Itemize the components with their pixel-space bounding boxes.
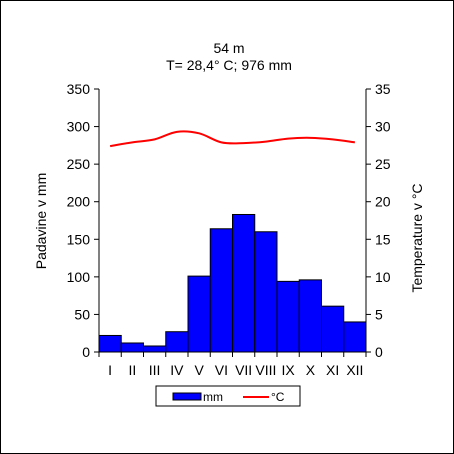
- x-tick-label-XI: XI: [326, 362, 339, 378]
- temperature-line: [109, 130, 356, 148]
- y-tick-right-label: 20: [375, 194, 391, 210]
- x-tick-label-VII: VII: [235, 362, 252, 378]
- legend-label-temp: °C: [271, 390, 285, 404]
- y-tick-right-label: 25: [375, 156, 391, 172]
- y-axis-label-right: Temperature v °C: [409, 183, 425, 292]
- x-tick-label-VI: VI: [215, 362, 228, 378]
- x-tick-label-X: X: [306, 362, 316, 378]
- y-tick-left-label: 250: [67, 156, 91, 172]
- y-tick-right-label: 15: [375, 231, 391, 247]
- y-tick-left-label: 0: [82, 344, 90, 360]
- bar-III: [143, 345, 167, 353]
- y-tick-left-label: 50: [74, 306, 90, 322]
- x-tick-label-II: II: [128, 362, 136, 378]
- y-tick-right-label: 30: [375, 119, 391, 135]
- x-tick-label-IV: IV: [170, 362, 184, 378]
- legend-box: [155, 385, 301, 407]
- legend: mm °C: [155, 385, 301, 407]
- y-tick-left-label: 100: [67, 269, 91, 285]
- x-tick-label-XII: XII: [346, 362, 363, 378]
- y-axis-label-left: Padavine v mm: [33, 173, 49, 269]
- y-tick-left-label: 300: [67, 119, 91, 135]
- bar-X: [298, 279, 322, 353]
- bar-IX: [276, 280, 300, 353]
- x-tick-label-VIII: VIII: [255, 362, 276, 378]
- bar-VIII: [254, 231, 278, 353]
- y-tick-right-label: 5: [375, 306, 383, 322]
- y-tick-right-label: 10: [375, 269, 391, 285]
- y-tick-left-label: 200: [67, 194, 91, 210]
- y-tick-left-label: 350: [67, 81, 91, 97]
- y-tick-right-label: 35: [375, 81, 391, 97]
- x-tick-label-IX: IX: [282, 362, 296, 378]
- x-tick-label-III: III: [149, 362, 161, 378]
- bar-VI: [209, 228, 233, 353]
- bar-II: [120, 342, 144, 353]
- legend-label-mm: mm: [203, 390, 223, 404]
- chart-title-line1: 54 m: [213, 40, 244, 56]
- bar-VII: [232, 213, 256, 353]
- y-tick-left-label: 150: [67, 231, 91, 247]
- chart-title-line2: T= 28,4° C; 976 mm: [166, 57, 292, 73]
- x-tick-label-V: V: [194, 362, 204, 378]
- y-tick-right-label: 0: [375, 344, 383, 360]
- legend-swatch-mm: [172, 392, 202, 401]
- bar-XII: [343, 321, 367, 353]
- bar-IV: [165, 331, 189, 353]
- bar-XI: [321, 305, 345, 353]
- x-tick-label-I: I: [108, 362, 112, 378]
- bar-V: [187, 275, 211, 353]
- bar-I: [98, 334, 122, 353]
